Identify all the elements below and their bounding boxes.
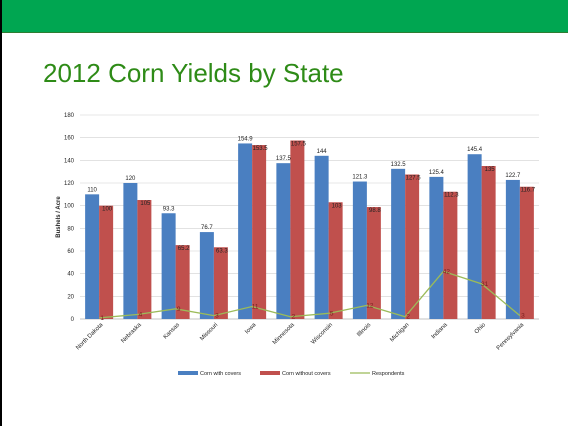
data-label-without-covers: 116.7 bbox=[521, 188, 536, 194]
bar-with-covers bbox=[276, 163, 291, 319]
data-label-without-covers: 153.5 bbox=[253, 146, 269, 152]
y-tick-label: 80 bbox=[67, 226, 74, 232]
x-tick-label: Minnesota bbox=[272, 322, 296, 346]
data-label-with-covers: 145.4 bbox=[467, 147, 483, 153]
bar-with-covers bbox=[85, 194, 100, 319]
x-tick-label: Wisconsin bbox=[310, 322, 334, 346]
data-label-without-covers: 157.5 bbox=[291, 142, 307, 148]
data-label-with-covers: 154.9 bbox=[238, 136, 254, 142]
data-label-without-covers: 112.3 bbox=[444, 193, 459, 199]
x-tick-label: Kansas bbox=[163, 322, 181, 340]
bar-with-covers bbox=[505, 179, 520, 319]
data-label-without-covers: 103 bbox=[332, 203, 343, 209]
legend-label-with-covers: Corn with covers bbox=[200, 371, 241, 377]
data-label-with-covers: 110 bbox=[87, 187, 97, 193]
x-tick-label: Indiana bbox=[431, 322, 450, 341]
data-label-respondents: 42 bbox=[443, 268, 451, 275]
data-label-respondents: 11 bbox=[252, 304, 259, 311]
x-tick-label: Missouri bbox=[199, 322, 219, 342]
data-label-respondents: 3 bbox=[215, 313, 219, 320]
y-tick-label: 0 bbox=[71, 317, 75, 323]
y-tick-label: 40 bbox=[67, 272, 74, 278]
legend-label-respondents: Respondents bbox=[372, 371, 405, 377]
bar-with-covers bbox=[161, 213, 176, 319]
bar-without-covers bbox=[519, 186, 534, 319]
y-tick-label: 180 bbox=[64, 113, 75, 119]
bar-without-covers bbox=[481, 166, 496, 319]
data-label-with-covers: 125.4 bbox=[429, 170, 445, 176]
x-tick-label: North Dakota bbox=[75, 322, 105, 352]
data-label-with-covers: 76.7 bbox=[201, 225, 213, 231]
bar-without-covers bbox=[99, 205, 114, 319]
bar-without-covers bbox=[366, 207, 381, 319]
data-label-without-covers: 100 bbox=[102, 207, 113, 213]
legend-swatch-without-covers bbox=[260, 371, 280, 375]
data-label-respondents: 1 bbox=[100, 315, 104, 322]
bar-without-covers bbox=[328, 202, 343, 319]
data-label-without-covers: 65.2 bbox=[178, 246, 190, 252]
y-tick-label: 100 bbox=[64, 204, 75, 210]
x-tick-label: Michigan bbox=[389, 322, 410, 343]
data-label-without-covers: 105 bbox=[140, 201, 151, 207]
header-bar bbox=[2, 0, 568, 33]
bar-with-covers bbox=[352, 181, 367, 319]
legend-label-without-covers: Corn without covers bbox=[282, 371, 331, 377]
data-label-without-covers: 63.3 bbox=[216, 248, 228, 254]
bar-without-covers bbox=[175, 245, 190, 319]
bar-without-covers bbox=[137, 200, 152, 319]
data-label-with-covers: 122.7 bbox=[505, 173, 521, 179]
bar-without-covers bbox=[405, 174, 420, 319]
bar-without-covers bbox=[252, 145, 267, 319]
y-tick-label: 160 bbox=[64, 136, 75, 142]
respondents-line bbox=[99, 270, 521, 319]
slide-title: 2012 Corn Yields by State bbox=[43, 58, 344, 88]
bar-with-covers bbox=[199, 232, 214, 319]
data-label-without-covers: 98.8 bbox=[369, 208, 381, 214]
bar-without-covers bbox=[213, 247, 228, 319]
x-tick-label: Ohio bbox=[474, 322, 488, 336]
bar-without-covers bbox=[290, 140, 305, 319]
data-label-with-covers: 132.5 bbox=[391, 162, 407, 168]
data-label-with-covers: 120 bbox=[125, 176, 136, 182]
data-label-respondents: 2 bbox=[292, 314, 296, 321]
y-axis-label: Bushels / Acre bbox=[56, 196, 62, 238]
legend-swatch-with-covers bbox=[178, 371, 198, 375]
data-label-respondents: 4 bbox=[139, 311, 143, 318]
data-label-without-covers: 135 bbox=[485, 167, 496, 173]
bar-with-covers bbox=[314, 155, 329, 319]
data-label-respondents: 12 bbox=[366, 302, 374, 309]
data-label-respondents: 2 bbox=[406, 314, 410, 321]
data-label-with-covers: 93.3 bbox=[163, 206, 175, 212]
x-tick-label: Iowa bbox=[244, 322, 258, 336]
data-label-without-covers: 127.5 bbox=[406, 176, 422, 182]
x-tick-label: Illinois bbox=[356, 322, 372, 338]
data-label-respondents: 3 bbox=[521, 313, 525, 320]
bar-with-covers bbox=[123, 183, 138, 319]
bar-with-covers bbox=[467, 154, 482, 319]
y-tick-label: 120 bbox=[64, 181, 75, 187]
data-label-respondents: 31 bbox=[481, 281, 489, 288]
y-tick-label: 60 bbox=[67, 249, 74, 255]
data-label-respondents: 9 bbox=[177, 306, 181, 313]
bar-with-covers bbox=[429, 176, 444, 319]
bar-with-covers bbox=[391, 168, 406, 319]
y-tick-label: 140 bbox=[64, 158, 75, 164]
bar-with-covers bbox=[238, 143, 253, 319]
y-tick-label: 20 bbox=[67, 294, 74, 300]
x-tick-label: Pennsylvania bbox=[496, 322, 526, 352]
data-label-with-covers: 137.5 bbox=[276, 156, 292, 162]
x-tick-label: Nebraska bbox=[120, 322, 143, 345]
data-label-respondents: 5 bbox=[330, 310, 334, 317]
data-label-with-covers: 121.3 bbox=[352, 175, 368, 181]
data-label-with-covers: 144 bbox=[317, 149, 328, 155]
bar-without-covers bbox=[443, 191, 458, 319]
